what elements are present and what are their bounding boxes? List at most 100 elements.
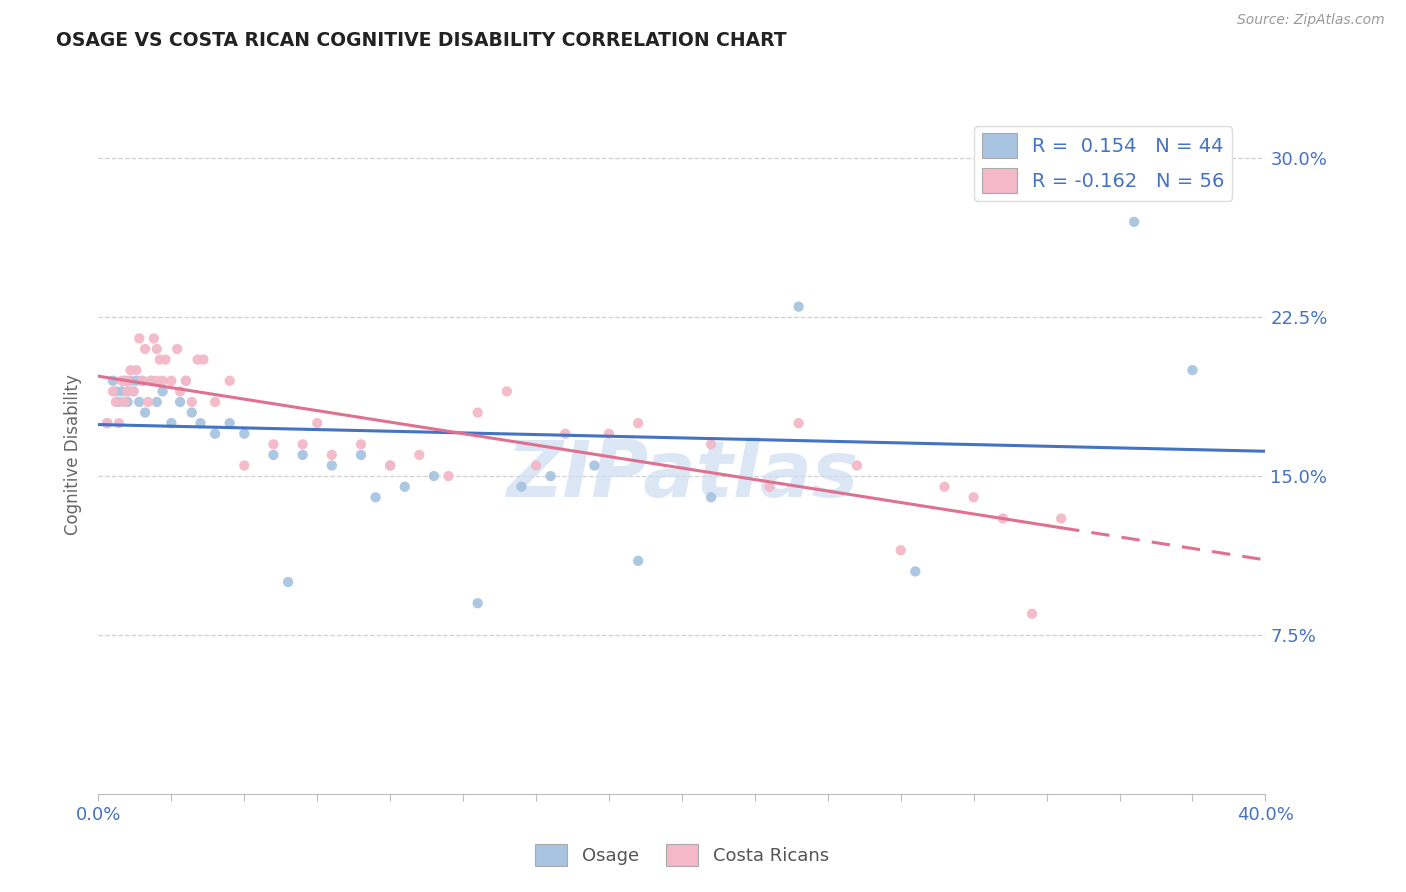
Point bbox=[169, 395, 191, 409]
Point bbox=[160, 374, 183, 388]
Point bbox=[139, 374, 162, 388]
Point bbox=[787, 300, 810, 314]
Point bbox=[134, 342, 156, 356]
Point bbox=[321, 448, 343, 462]
Point bbox=[233, 426, 256, 441]
Point bbox=[101, 384, 124, 399]
Point bbox=[1181, 363, 1204, 377]
Point bbox=[117, 384, 139, 399]
Point bbox=[291, 448, 314, 462]
Y-axis label: Cognitive Disability: Cognitive Disability bbox=[65, 375, 83, 535]
Point bbox=[169, 384, 191, 399]
Point bbox=[122, 384, 145, 399]
Point bbox=[139, 374, 162, 388]
Point bbox=[136, 395, 159, 409]
Point bbox=[540, 469, 562, 483]
Point bbox=[364, 491, 387, 505]
Point bbox=[101, 374, 124, 388]
Point bbox=[174, 374, 197, 388]
Point bbox=[437, 469, 460, 483]
Text: OSAGE VS COSTA RICAN COGNITIVE DISABILITY CORRELATION CHART: OSAGE VS COSTA RICAN COGNITIVE DISABILIT… bbox=[56, 31, 787, 50]
Point bbox=[120, 363, 142, 377]
Point bbox=[160, 416, 183, 430]
Point bbox=[218, 416, 240, 430]
Point bbox=[114, 374, 136, 388]
Point bbox=[890, 543, 912, 558]
Point bbox=[598, 426, 620, 441]
Point bbox=[934, 480, 956, 494]
Point bbox=[262, 448, 284, 462]
Point bbox=[174, 374, 197, 388]
Point bbox=[627, 554, 650, 568]
Point bbox=[394, 480, 416, 494]
Point bbox=[510, 480, 533, 494]
Point bbox=[152, 374, 174, 388]
Point bbox=[700, 437, 723, 451]
Point bbox=[96, 416, 118, 430]
Point bbox=[142, 331, 165, 345]
Point bbox=[627, 416, 650, 430]
Point bbox=[131, 374, 153, 388]
Point bbox=[1050, 511, 1073, 525]
Point bbox=[180, 406, 202, 420]
Point bbox=[467, 406, 489, 420]
Point bbox=[291, 437, 314, 451]
Point bbox=[117, 374, 139, 388]
Point bbox=[131, 374, 153, 388]
Point bbox=[125, 363, 148, 377]
Point bbox=[166, 342, 188, 356]
Point bbox=[845, 458, 868, 473]
Point bbox=[378, 458, 402, 473]
Point bbox=[128, 331, 150, 345]
Point bbox=[277, 575, 299, 590]
Point bbox=[134, 406, 156, 420]
Point bbox=[155, 352, 177, 367]
Point bbox=[583, 458, 606, 473]
Point bbox=[146, 395, 169, 409]
Point bbox=[120, 374, 142, 388]
Point bbox=[152, 384, 174, 399]
Point bbox=[108, 416, 131, 430]
Point bbox=[233, 458, 256, 473]
Point bbox=[321, 458, 343, 473]
Point bbox=[307, 416, 329, 430]
Point bbox=[111, 374, 134, 388]
Point bbox=[146, 374, 169, 388]
Point bbox=[104, 395, 127, 409]
Legend: Osage, Costa Ricans: Osage, Costa Ricans bbox=[527, 837, 837, 873]
Text: ZIPatlas: ZIPatlas bbox=[506, 437, 858, 513]
Point bbox=[1123, 215, 1146, 229]
Point bbox=[262, 437, 284, 451]
Point bbox=[114, 395, 136, 409]
Point bbox=[1021, 607, 1043, 621]
Point bbox=[554, 426, 576, 441]
Point bbox=[495, 384, 517, 399]
Point bbox=[350, 448, 373, 462]
Text: Source: ZipAtlas.com: Source: ZipAtlas.com bbox=[1237, 13, 1385, 28]
Point bbox=[193, 352, 215, 367]
Point bbox=[149, 352, 172, 367]
Point bbox=[991, 511, 1014, 525]
Point bbox=[108, 395, 131, 409]
Point bbox=[190, 416, 212, 430]
Point bbox=[524, 458, 547, 473]
Point bbox=[350, 437, 373, 451]
Point bbox=[204, 395, 226, 409]
Point bbox=[218, 374, 240, 388]
Point bbox=[104, 384, 127, 399]
Point bbox=[128, 395, 150, 409]
Point bbox=[904, 565, 927, 579]
Point bbox=[700, 491, 723, 505]
Point bbox=[787, 416, 810, 430]
Point bbox=[146, 342, 169, 356]
Point bbox=[378, 458, 402, 473]
Point bbox=[180, 395, 202, 409]
Point bbox=[96, 416, 118, 430]
Point bbox=[423, 469, 446, 483]
Point bbox=[111, 384, 134, 399]
Point bbox=[962, 491, 984, 505]
Point bbox=[125, 374, 148, 388]
Point bbox=[117, 395, 139, 409]
Point bbox=[408, 448, 430, 462]
Point bbox=[117, 384, 139, 399]
